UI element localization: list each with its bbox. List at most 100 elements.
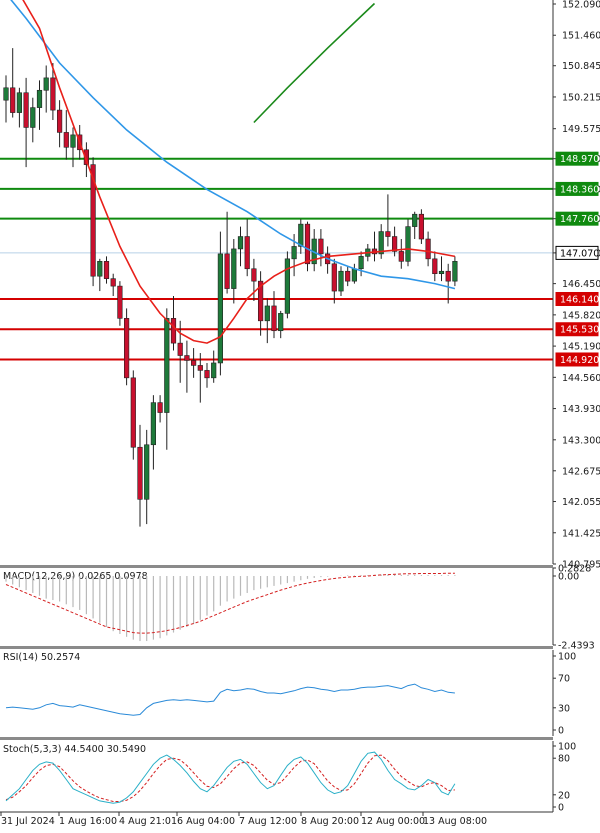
candle-bullish (16, 92, 23, 113)
price-tick-label: 152.090 (562, 0, 600, 11)
candle-bullish (412, 213, 418, 227)
level-tag-box (555, 181, 599, 196)
level-tag-label: 144.920 (560, 355, 599, 366)
candle-bearish (318, 238, 324, 255)
rsi-tick-label: 100 (558, 652, 576, 663)
candle-bearish (83, 149, 89, 165)
candle-bearish (271, 305, 277, 332)
price-tick-label: 140.795 (562, 560, 600, 571)
rsi-tick-label: 0 (558, 726, 564, 737)
candle-bearish (398, 251, 404, 262)
candle-bullish (36, 89, 43, 108)
candle-bearish (257, 280, 264, 322)
candle-bearish (137, 446, 143, 500)
stoch-signal-line (5, 754, 455, 802)
stoch-label: Stoch(5,3,3) 44.5400 30.5490 (3, 744, 146, 755)
price-tick-label: 146.450 (562, 279, 600, 290)
price-tick-label: 150.215 (562, 92, 600, 103)
price-tick-label: 145.190 (562, 342, 600, 353)
rsi-tick-label: 30 (558, 703, 570, 714)
candle-bearish (184, 355, 190, 361)
moving-average-sma_slow (253, 2, 376, 124)
candle-bullish (291, 246, 297, 260)
candle-bullish (358, 256, 364, 270)
price-tick-label: 141.425 (562, 528, 600, 539)
candle-bullish (338, 270, 344, 292)
level-tag-box (555, 352, 599, 367)
stoch-tick-label: 100 (558, 742, 576, 753)
candle-bearish (251, 268, 257, 282)
candle-bearish (90, 164, 96, 277)
price-panel: 152.090 151.460 150.845 150.215 149.575 148.9… (0, 0, 600, 571)
level-tag-label: 147.760 (560, 214, 599, 225)
macd-tick-label: 0.00 (558, 571, 579, 582)
candle-bearish (177, 342, 183, 356)
time-tick-label: 7 Aug 12:00 (239, 816, 297, 827)
stoch-tick-label: 0 (558, 803, 564, 814)
candle-bearish (304, 223, 311, 265)
candle-bullish (30, 107, 36, 128)
time-tick-label: 1 Aug 16:00 (59, 816, 117, 827)
level-tag-label: 146.140 (560, 294, 599, 305)
candle-bearish (331, 263, 337, 292)
candle-bearish (432, 258, 438, 275)
candle-bearish (170, 318, 177, 344)
time-tick-label: 8 Aug 20:00 (301, 816, 359, 827)
candle-bullish (70, 134, 76, 148)
price-tick-label: 151.460 (562, 31, 600, 42)
candle-bullish (150, 402, 157, 446)
rsi-panel: RSI(14) 50.2574 100 70 30 0 (3, 652, 576, 737)
macd-histogram (5, 574, 456, 642)
time-tick-label: 4 Aug 21:01 (119, 816, 177, 827)
moving-averages (10, 0, 456, 344)
level-tag-box (555, 211, 599, 226)
candle-bearish (345, 270, 351, 282)
candle-bearish (204, 370, 210, 379)
candle-bearish (224, 253, 230, 289)
candle-bearish (197, 365, 203, 371)
candle-bearish (130, 377, 136, 448)
candle-bullish (237, 236, 244, 250)
candle-bullish (3, 87, 9, 101)
level-tag-box (555, 291, 599, 306)
time-tick-label: 31 Jul 2024 (1, 816, 55, 827)
candle-bullish (452, 261, 458, 282)
panel-separator (0, 646, 553, 649)
candle-bearish (244, 236, 250, 270)
candle-bearish (110, 278, 116, 287)
price-tick-label: 142.055 (562, 497, 600, 508)
price-tick-label: 142.675 (562, 466, 600, 477)
panel-frames (0, 0, 554, 813)
price-tick-label: 145.820 (562, 310, 600, 321)
price-tick-label: 149.575 (562, 124, 600, 135)
level-tag-label: 148.970 (560, 154, 599, 165)
candle-bullish (264, 305, 270, 322)
candle-bullish (378, 231, 384, 255)
time-tick-label: 13 Aug 08:00 (423, 816, 487, 827)
macd-signal-line (5, 572, 455, 634)
candle-bullish (438, 270, 445, 275)
candle-bullish (278, 313, 284, 332)
price-tick-label: 144.560 (562, 373, 600, 384)
candle-bullish (97, 261, 103, 277)
moving-average-sma_mid (10, 0, 456, 290)
time-tick-label: 6 Aug 04:00 (177, 816, 235, 827)
candle-bearish (124, 318, 130, 379)
time-axis: 31 Jul 2024 1 Aug 16:00 4 Aug 21:01 6 Aug 0… (0, 812, 487, 827)
rsi-label: RSI(14) 50.2574 (3, 652, 80, 663)
level-tag-box (555, 245, 599, 260)
panel-separator (0, 565, 553, 568)
candle-bullish (284, 258, 291, 314)
price-tick-label: 150.845 (562, 61, 600, 72)
candle-bullish (298, 223, 304, 247)
level-tag-label: 145.530 (560, 325, 599, 336)
price-tick-label: 143.930 (562, 404, 600, 415)
candle-bullish (231, 248, 237, 289)
level-tag-label: 147.070 (560, 248, 599, 259)
candle-bearish (157, 402, 163, 413)
moving-average-sma_fast (22, 0, 456, 344)
candle-bearish (50, 77, 56, 111)
candle-bullish (211, 362, 217, 379)
